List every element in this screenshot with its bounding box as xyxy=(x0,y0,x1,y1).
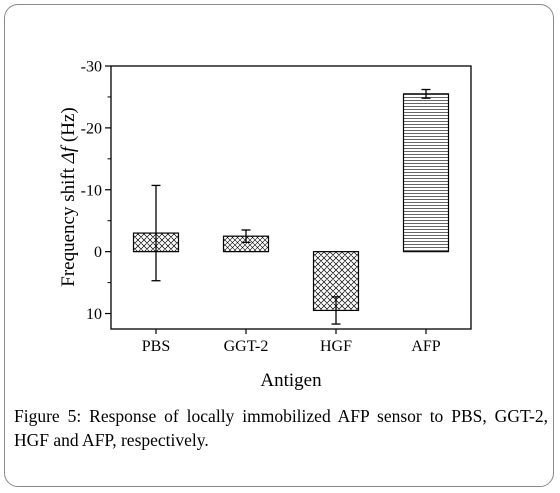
x-tick-label-pbs: PBS xyxy=(142,338,170,355)
y-tick-label: 0 xyxy=(94,244,102,261)
x-axis-label: Antigen xyxy=(260,370,322,391)
y-axis-label-symbol: Δf xyxy=(58,144,79,164)
bar-afp xyxy=(402,93,450,253)
x-tick-label-hgf: HGF xyxy=(320,338,352,355)
figure-frame xyxy=(4,4,554,487)
bar-chart: PBS GGT-2 HGF AFP 10 0 -10 -20 -30 Frequency shi… xyxy=(58,59,472,391)
x-tick-label-ggt-2: GGT-2 xyxy=(224,338,269,355)
x-tick-label-afp: AFP xyxy=(411,338,440,355)
y-tick-label: -10 xyxy=(81,182,102,199)
y-axis-label-prefix: Frequency shift xyxy=(58,163,79,286)
y-tick-label: -20 xyxy=(81,120,102,137)
y-axis-label: Frequency shift Δf (Hz) xyxy=(58,107,79,286)
plot-area-frame xyxy=(110,65,472,330)
y-axis-label-suffix: (Hz) xyxy=(58,107,79,147)
y-tick-label: 10 xyxy=(86,306,102,323)
figure-caption: Figure 5: Response of locally immobilize… xyxy=(14,406,548,450)
y-tick-label: -30 xyxy=(81,59,102,76)
